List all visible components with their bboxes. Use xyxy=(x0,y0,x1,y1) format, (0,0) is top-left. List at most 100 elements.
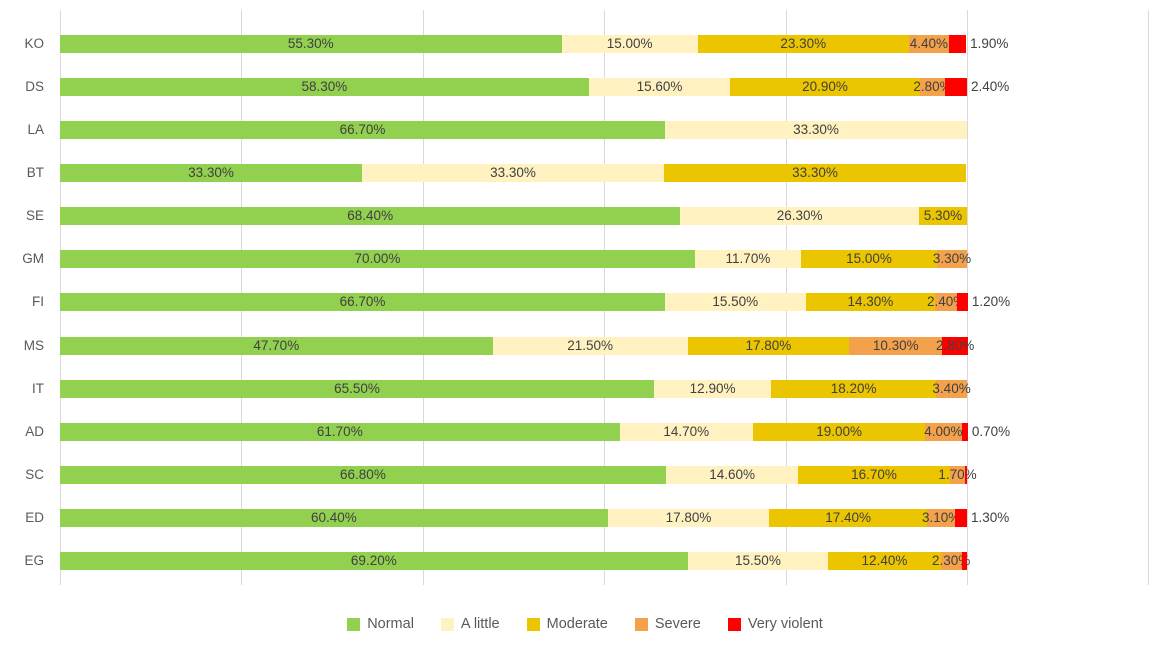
bar-segment-normal: 60.40% xyxy=(60,508,608,527)
legend-swatch xyxy=(347,617,361,631)
bar-segment-severe: 3.10% xyxy=(922,508,960,527)
bar-segment-normal: 68.40% xyxy=(60,207,681,226)
bar-segment-moderate: 33.30% xyxy=(664,164,967,183)
bar-segment-moderate: 17.80% xyxy=(687,336,850,355)
bar-segment-severe: 2.40% xyxy=(927,293,965,312)
bar-segment-a-little: 21.50% xyxy=(492,336,688,355)
bar-segment-normal: 66.70% xyxy=(60,121,665,140)
category-label: DS xyxy=(25,79,44,95)
data-label: 21.50% xyxy=(567,337,614,353)
bar-row: 55.30% 15.00% 23.30% 4.40% 1.90% xyxy=(60,35,1008,53)
category-label: KO xyxy=(24,36,44,51)
legend-label: Very violent xyxy=(747,616,823,632)
category-label: SC xyxy=(25,466,44,482)
legend-swatch xyxy=(634,617,648,631)
data-label: 14.60% xyxy=(709,466,755,482)
bar-row: 65.50% 12.90% 18.20% 3.40% xyxy=(60,379,971,398)
data-label: 66.70% xyxy=(339,294,386,310)
bar-segment-very-violent xyxy=(965,465,967,484)
bar-row: 58.30% 15.60% 20.90% 2.80% 2.40% xyxy=(60,78,1009,97)
bar-segment-normal: 55.30% xyxy=(60,35,562,53)
data-label: 66.80% xyxy=(340,466,386,482)
bar-segment-moderate: 19.00% xyxy=(752,422,926,441)
bar-row: 70.00% 11.70% 15.00% 3.30% xyxy=(60,250,971,269)
gridline xyxy=(1148,10,1150,585)
bar-segment-severe: 2.30% xyxy=(932,551,970,570)
bar-segment-a-little: 11.70% xyxy=(694,250,801,269)
bar-segment-normal: 33.30% xyxy=(60,164,363,183)
data-label: 58.30% xyxy=(301,79,348,95)
plot-area: KO 55.30% 15.00% 23.30% 4.40% 1.90% DS 58.30% 15… xyxy=(22,10,1150,585)
bar-row: 66.70% 15.50% 14.30% 2.40% 1.20% xyxy=(60,293,1011,312)
data-label: 17.40% xyxy=(825,509,872,525)
category-label: IT xyxy=(32,380,44,396)
bar-segment-a-little: 15.50% xyxy=(687,551,829,570)
data-label-outside: 1.30% xyxy=(970,509,1010,525)
bar-row: 68.40% 26.30% 5.30% xyxy=(60,207,967,226)
data-label: 66.70% xyxy=(339,122,386,138)
legend-item-moderate: Moderate xyxy=(526,616,608,632)
bar-segment-moderate: 14.30% xyxy=(805,293,936,312)
bar-segment-a-little: 12.90% xyxy=(654,379,772,398)
bar-segment-moderate: 15.00% xyxy=(801,250,938,269)
data-label-outside: 1.20% xyxy=(971,294,1011,310)
data-label: 15.60% xyxy=(636,79,683,95)
bar-row: 33.30% 33.30% 33.30% xyxy=(60,164,967,183)
bar-segment-normal: 65.50% xyxy=(60,379,655,398)
bar-segment-moderate: 17.40% xyxy=(769,508,928,527)
data-label: 60.40% xyxy=(311,509,357,525)
category-label: LA xyxy=(27,122,44,138)
category-label: SE xyxy=(25,208,44,224)
data-label: 15.00% xyxy=(846,251,892,267)
category-label: GM xyxy=(22,251,44,267)
data-label: 70.00% xyxy=(354,251,401,267)
bar-segment-moderate: 23.30% xyxy=(697,35,909,53)
data-label: 18.20% xyxy=(830,380,877,396)
legend-label: Severe xyxy=(654,616,701,632)
legend-swatch xyxy=(526,617,540,631)
bar-segment-very-violent xyxy=(961,551,967,570)
bar-segment-a-little: 15.50% xyxy=(664,293,806,312)
data-label: 33.30% xyxy=(793,122,839,138)
data-label: 69.20% xyxy=(350,552,397,568)
data-label: 2.80% xyxy=(913,79,952,95)
data-label: 19.00% xyxy=(816,423,862,439)
bar-segment-a-little: 17.80% xyxy=(607,508,770,527)
bar-row: 60.40% 17.80% 17.40% 3.10% 1.30% xyxy=(60,508,1010,527)
data-label: 61.70% xyxy=(316,423,363,439)
data-label-outside: 0.70% xyxy=(971,423,1011,439)
bar-segment-normal: 66.70% xyxy=(60,293,665,312)
bar-segment-severe: 4.00% xyxy=(924,422,963,441)
data-label: 14.30% xyxy=(847,294,894,310)
bar-segment-very-violent xyxy=(961,422,968,441)
bar-segment-moderate: 12.40% xyxy=(828,551,941,570)
bar-segment-a-little: 33.30% xyxy=(664,121,967,140)
legend-label: Moderate xyxy=(546,616,608,632)
data-label: 17.80% xyxy=(665,509,712,525)
data-label: 10.30% xyxy=(872,337,919,353)
bar-segment-moderate: 5.30% xyxy=(918,207,967,226)
data-label: 33.30% xyxy=(490,165,536,181)
category-label: AD xyxy=(25,423,44,439)
bar-segment-very-violent xyxy=(957,293,968,312)
legend-label: A little xyxy=(460,616,500,632)
bar-segment-very-violent xyxy=(955,508,967,527)
bar-segment-a-little: 15.60% xyxy=(588,78,731,97)
bar-segment-severe: 3.40% xyxy=(932,379,971,398)
legend-item-very-violent: Very violent xyxy=(727,616,823,632)
data-label: 26.30% xyxy=(776,208,823,224)
data-label: 3.40% xyxy=(932,380,971,396)
bar-segment-a-little: 26.30% xyxy=(680,207,919,226)
bar-row: 66.80% 14.60% 16.70% 1.70% xyxy=(60,465,977,484)
bar-segment-severe: 1.70% xyxy=(938,465,977,484)
bar-segment-normal: 47.70% xyxy=(60,336,493,355)
data-label-outside: 1.90% xyxy=(970,36,1009,51)
legend-item-severe: Severe xyxy=(634,616,701,632)
bar-segment-normal: 69.20% xyxy=(60,551,688,570)
data-label: 12.90% xyxy=(689,380,736,396)
bar-segment-a-little: 33.30% xyxy=(362,164,665,183)
category-label: ED xyxy=(25,509,44,525)
bar-segment-very-violent: 2.80% xyxy=(936,336,974,355)
bar-segment-severe: 4.40% xyxy=(908,35,949,53)
bar-segment-very-violent xyxy=(945,78,967,97)
